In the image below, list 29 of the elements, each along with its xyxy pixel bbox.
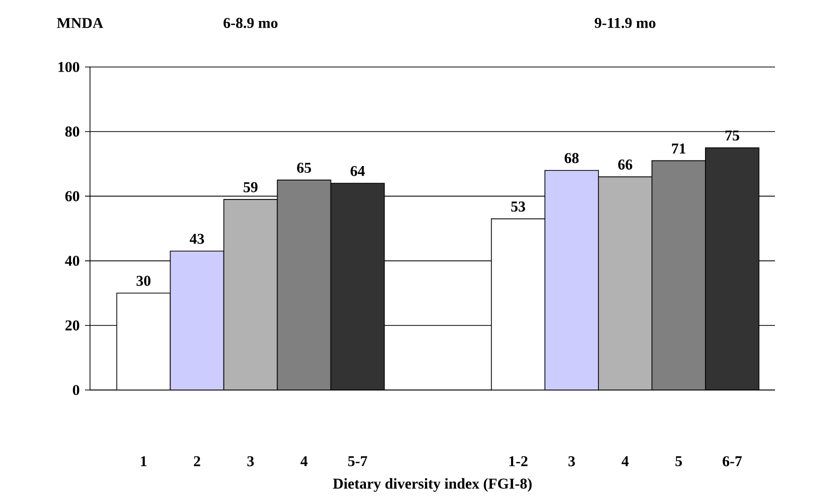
x-tick-label: 2 xyxy=(194,456,200,466)
data-label: 65 xyxy=(297,162,312,173)
data-label: 66 xyxy=(618,160,632,170)
data-label: 64 xyxy=(350,166,365,176)
x-tick-label: 4 xyxy=(300,456,308,466)
x-tick-label: 3 xyxy=(247,456,254,466)
data-label: 30 xyxy=(136,276,150,286)
x-tick-label: 6-7 xyxy=(722,456,742,466)
y-axis-title: MNDA xyxy=(56,18,104,28)
x-tick-label: 4 xyxy=(622,456,629,466)
x-tick-label: 5-7 xyxy=(348,456,368,466)
data-label: 68 xyxy=(564,153,579,164)
x-tick-label: 5 xyxy=(676,456,682,466)
y-tick-label: 40 xyxy=(65,256,80,266)
y-tick-label: 20 xyxy=(65,320,80,330)
x-tick-label: 3 xyxy=(568,456,575,466)
data-label: 59 xyxy=(244,182,258,192)
y-tick-label: 0 xyxy=(72,384,80,396)
y-tick-label: 60 xyxy=(65,191,80,202)
text: 6-8.9 mo xyxy=(224,18,278,28)
x-tick-label: 1 xyxy=(140,456,146,466)
y-tick-label: 80 xyxy=(65,126,80,137)
x-axis-title: Dietary diversity index (FGI-8) xyxy=(332,478,532,492)
data-label: 71 xyxy=(672,144,686,154)
data-label: 43 xyxy=(190,234,204,244)
text: 9-11.9 mo xyxy=(594,18,656,28)
data-label: 53 xyxy=(511,202,526,212)
y-tick-label: 100 xyxy=(58,62,80,72)
x-tick-label: 1-2 xyxy=(509,456,528,466)
